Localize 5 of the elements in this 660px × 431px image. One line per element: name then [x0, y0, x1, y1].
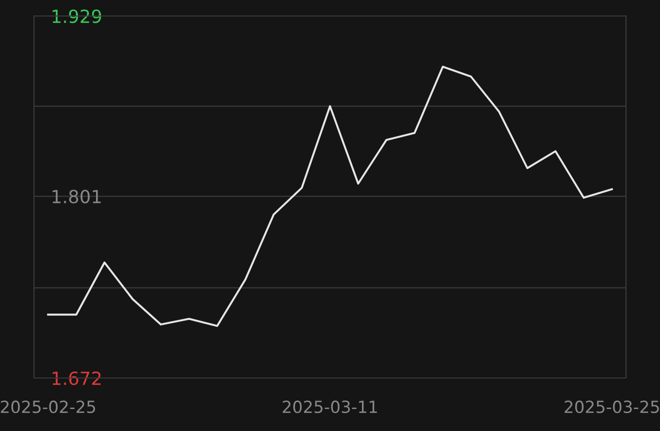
y-tick-label: 1.801 — [52, 190, 101, 204]
x-tick-label: 2025-03-25 — [564, 400, 659, 414]
x-tick-label: 2025-02-25 — [0, 400, 96, 414]
line-series — [47, 66, 613, 327]
x-tick-label: 2025-03-11 — [282, 400, 377, 414]
